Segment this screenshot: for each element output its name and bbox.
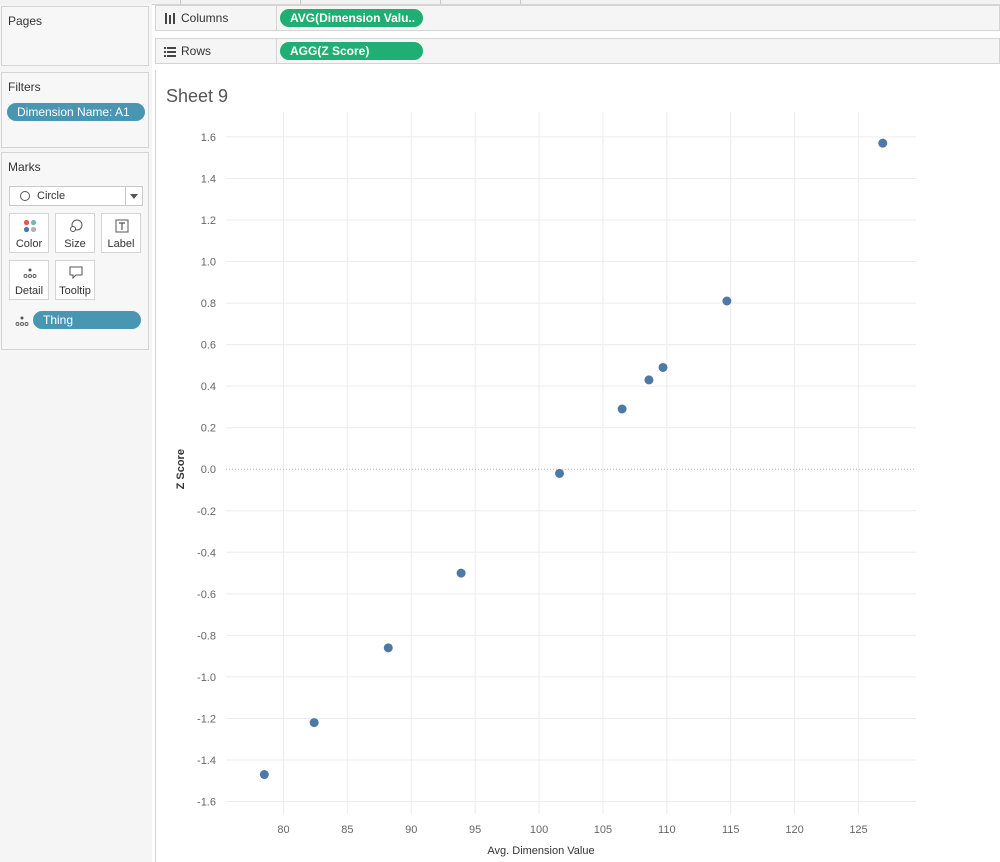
data-point[interactable]	[878, 138, 888, 148]
x-tick-label: 85	[341, 824, 353, 836]
mark-type-dropdown[interactable]: Circle	[9, 186, 143, 206]
y-tick-label: -1.0	[197, 672, 216, 684]
tooltip-icon	[69, 266, 83, 280]
detail-button-label: Detail	[14, 285, 44, 297]
y-tick-label: 1.2	[201, 215, 216, 227]
data-point[interactable]	[259, 770, 269, 780]
data-point[interactable]	[555, 468, 564, 478]
pages-card[interactable]: Pages	[1, 6, 149, 66]
y-tick-label: 0.2	[201, 423, 216, 435]
x-tick-label: 100	[530, 824, 548, 836]
x-tick-label: 95	[469, 824, 481, 836]
detail-dots-icon	[23, 268, 37, 278]
rows-pill[interactable]: AGG(Z Score)	[280, 42, 423, 60]
mark-type-label: Circle	[37, 190, 66, 202]
color-button-label: Color	[15, 238, 43, 250]
rows-shelf[interactable]: Rows AGG(Z Score)	[155, 38, 1000, 64]
tooltip-button[interactable]: Tooltip	[55, 260, 95, 300]
top-toolbar-strip	[0, 0, 1000, 5]
y-tick-label: -1.4	[197, 755, 216, 767]
x-tick-label: 110	[658, 824, 676, 836]
data-point[interactable]	[456, 568, 466, 578]
chevron-down-icon[interactable]	[125, 187, 142, 205]
y-tick-label: -0.6	[197, 589, 216, 601]
size-button[interactable]: Size	[55, 213, 95, 253]
y-tick-label: 1.6	[201, 132, 216, 144]
y-tick-label: -1.2	[197, 713, 216, 725]
x-axis-title: Avg. Dimension Value	[487, 845, 594, 857]
detail-dots-icon	[15, 316, 29, 326]
columns-label: Columns	[181, 11, 229, 25]
rows-icon	[164, 47, 176, 57]
tooltip-button-label: Tooltip	[59, 285, 91, 297]
size-button-label: Size	[64, 238, 86, 250]
circle-icon	[20, 191, 30, 201]
y-tick-label: 0.0	[201, 464, 216, 476]
pages-title: Pages	[8, 14, 43, 28]
label-button[interactable]: Label	[101, 213, 141, 253]
strip-separator	[440, 0, 441, 4]
rows-label: Rows	[181, 44, 212, 58]
y-tick-label: -0.8	[197, 630, 216, 642]
y-tick-label: -1.6	[197, 797, 216, 809]
y-tick-label: 1.4	[201, 173, 216, 185]
x-tick-label: 115	[722, 824, 740, 836]
x-tick-label: 120	[785, 824, 803, 836]
text-label-icon	[115, 219, 129, 233]
data-point[interactable]	[658, 362, 668, 372]
columns-shelf[interactable]: Columns AVG(Dimension Valu..	[155, 5, 1000, 31]
strip-separator	[180, 0, 181, 4]
viz-pane	[155, 70, 1000, 862]
x-tick-label: 80	[277, 824, 289, 836]
filters-card[interactable]: Filters Dimension Name: A1	[1, 72, 149, 148]
scatter-chart[interactable]: -1.6 -1.4 -1.2 -1.0 -0.8 -0.6 -0.4 -0.2 0.0 0.2 0.…	[156, 108, 1000, 862]
y-tick-label: 0.4	[201, 381, 216, 393]
detail-pill-thing[interactable]: Thing	[33, 311, 141, 329]
data-point[interactable]	[309, 718, 319, 728]
shelf-divider	[276, 6, 277, 30]
x-tick-label: 90	[405, 824, 417, 836]
marks-card: Marks Circle Color Size	[1, 152, 149, 350]
columns-icon	[165, 13, 175, 24]
columns-pill[interactable]: AVG(Dimension Valu..	[280, 9, 423, 27]
y-tick-label: 0.6	[201, 340, 216, 352]
strip-separator	[520, 0, 521, 4]
y-axis-title: Z Score	[175, 449, 187, 489]
filter-pill-dimension-name[interactable]: Dimension Name: A1	[7, 103, 145, 121]
x-tick-label: 125	[849, 824, 867, 836]
data-point[interactable]	[722, 296, 732, 306]
marks-title: Marks	[8, 160, 41, 174]
left-side-pane: Pages Filters Dimension Name: A1 Marks C…	[0, 4, 152, 862]
data-point[interactable]	[383, 643, 393, 653]
filters-title: Filters	[8, 80, 41, 94]
x-tick-label: 105	[594, 824, 612, 836]
color-palette-icon	[23, 219, 37, 233]
detail-button[interactable]: Detail	[9, 260, 49, 300]
y-tick-label: -0.4	[197, 547, 216, 559]
sheet-title: Sheet 9	[166, 86, 229, 106]
label-button-label: Label	[107, 238, 135, 250]
shelf-divider	[276, 39, 277, 63]
y-tick-label: 0.8	[201, 298, 216, 310]
data-point[interactable]	[617, 404, 627, 414]
y-tick-label: 1.0	[201, 257, 216, 269]
color-button[interactable]: Color	[9, 213, 49, 253]
data-point[interactable]	[644, 375, 654, 385]
size-icon	[70, 219, 83, 232]
y-tick-label: -0.2	[197, 506, 216, 518]
strip-separator	[300, 0, 301, 4]
